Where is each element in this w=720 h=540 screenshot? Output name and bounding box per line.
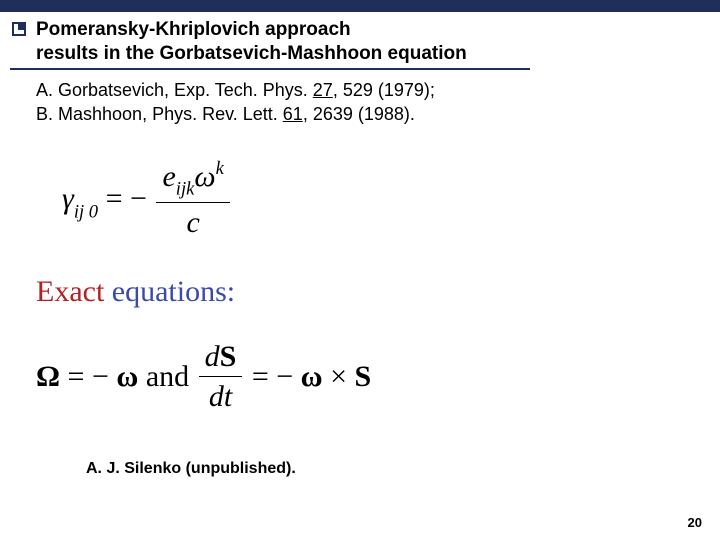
eq2-S1: S (220, 340, 237, 373)
eq1-fraction: eijkωk c (156, 158, 229, 240)
title-line1: Pomeransky-Khriplovich approach (36, 19, 351, 40)
eq1-ijk: ijk (176, 178, 195, 199)
page-number: 20 (688, 515, 702, 530)
eq2-S2: S (355, 360, 372, 393)
eq2-omega1: ω (116, 360, 138, 393)
exact-equations-label: Exact equations: (36, 275, 235, 309)
eq2-and: and (146, 360, 197, 393)
ref2-volume: 61 (283, 104, 303, 124)
label-equations: equations: (104, 275, 235, 308)
eq1-numerator: eijkωk (156, 158, 229, 203)
title-underline (10, 68, 530, 70)
ref1-pre: A. Gorbatsevich, Exp. Tech. Phys. (36, 80, 313, 100)
eq2-eq2: = − (252, 360, 293, 393)
ref1-post: , 529 (1979); (333, 80, 435, 100)
equation-gamma: γij 0 = − eijkωk c (62, 158, 232, 240)
eq1-equals: = − (106, 182, 147, 215)
eq1-sub: ij 0 (74, 201, 98, 222)
ref1-volume: 27 (313, 80, 333, 100)
eq1-k: k (216, 158, 224, 179)
eq2-denominator: dt (199, 377, 243, 414)
eq1-denominator: c (156, 203, 229, 240)
eq2-numerator: dS (199, 340, 243, 377)
eq2-fraction: dS dt (199, 340, 243, 414)
eq2-times: × (330, 360, 354, 393)
title-line2: results in the Gorbatsevich-Mashhoon equ… (36, 43, 467, 64)
footer-reference: A. J. Silenko (unpublished). (86, 460, 296, 478)
eq1-e: e (162, 160, 175, 193)
title-bullet-icon (12, 22, 26, 36)
eq2-d1: d (205, 340, 220, 373)
equation-omega-spin: Ω = − ω and dS dt = − ω × S (36, 340, 371, 414)
eq2-Omega: Ω (36, 360, 60, 393)
eq1-omega: ω (194, 160, 215, 193)
slide-title: Pomeransky-Khriplovich approach results … (36, 18, 467, 66)
label-exact: Exact (36, 275, 104, 308)
ref2-post: , 2639 (1988). (303, 104, 415, 124)
eq2-eq1: = − (68, 360, 109, 393)
ref2-pre: B. Mashhoon, Phys. Rev. Lett. (36, 104, 283, 124)
eq2-omega2: ω (301, 360, 323, 393)
slide-top-bar (0, 0, 720, 12)
eq1-gamma: γ (62, 182, 74, 215)
references-block: A. Gorbatsevich, Exp. Tech. Phys. 27, 52… (36, 78, 435, 127)
